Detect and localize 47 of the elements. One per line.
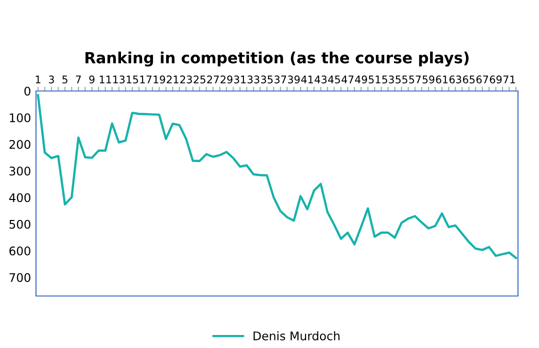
- x-tick-label: 53: [382, 76, 394, 84]
- x-tick-label: 47: [342, 76, 354, 84]
- x-tick-label: 67: [476, 76, 488, 84]
- x-tick-label: 25: [194, 76, 206, 84]
- x-tick-label: 31: [234, 76, 246, 84]
- x-tick-label: 35: [261, 76, 273, 84]
- x-tick-label: 23: [180, 76, 192, 84]
- x-tick-label: 45: [328, 76, 340, 84]
- x-tick-label: 33: [248, 76, 260, 84]
- x-tick-label: 5: [62, 76, 68, 84]
- y-tick-label: 100: [10, 113, 30, 122]
- chart-title: Ranking in competition (as the course plays): [86, 52, 469, 67]
- x-tick-label: 37: [274, 76, 286, 84]
- y-tick-label: 300: [10, 166, 30, 176]
- x-tick-label: 57: [409, 76, 421, 84]
- x-tick-label: 27: [207, 76, 219, 84]
- x-tick-label: 11: [100, 76, 112, 84]
- legend-label: Denis Murdoch: [254, 331, 340, 340]
- x-tick-label: 61: [436, 76, 448, 84]
- y-tick-label: 600: [9, 246, 30, 256]
- x-tick-label: 39: [288, 76, 300, 84]
- y-tick-label: 500: [10, 220, 30, 229]
- line-series: [36, 94, 518, 260]
- x-tick-label: 1: [36, 76, 40, 84]
- x-tick-label: 55: [396, 76, 408, 84]
- x-tick-label: 51: [368, 76, 380, 84]
- x-tick-label: 69: [490, 76, 502, 84]
- y-tick-label: 200: [9, 140, 30, 149]
- x-tick-label: 17: [140, 76, 152, 84]
- x-tick-label: 7: [76, 76, 81, 84]
- x-tick-label: 9: [89, 76, 94, 84]
- x-tick-label: 71: [503, 76, 515, 84]
- x-tick-label: 15: [126, 76, 138, 84]
- y-tick-label: 700: [10, 273, 30, 282]
- y-tick-label: 0: [24, 86, 30, 96]
- x-tick-label: 65: [462, 76, 475, 84]
- y-tick-label: 400: [9, 193, 30, 202]
- x-tick-label: 3: [48, 76, 54, 84]
- x-tick-label: 41: [301, 76, 313, 84]
- x-tick-label: 19: [154, 76, 166, 84]
- x-tick-label: 13: [113, 76, 125, 84]
- x-tick-label: 43: [314, 76, 327, 84]
- x-tick-label: 49: [355, 76, 368, 84]
- x-tick-label: 63: [449, 76, 462, 84]
- x-tick-label: 59: [422, 76, 434, 84]
- x-tick-label: 29: [220, 76, 232, 84]
- x-tick-label: 21: [166, 76, 178, 84]
